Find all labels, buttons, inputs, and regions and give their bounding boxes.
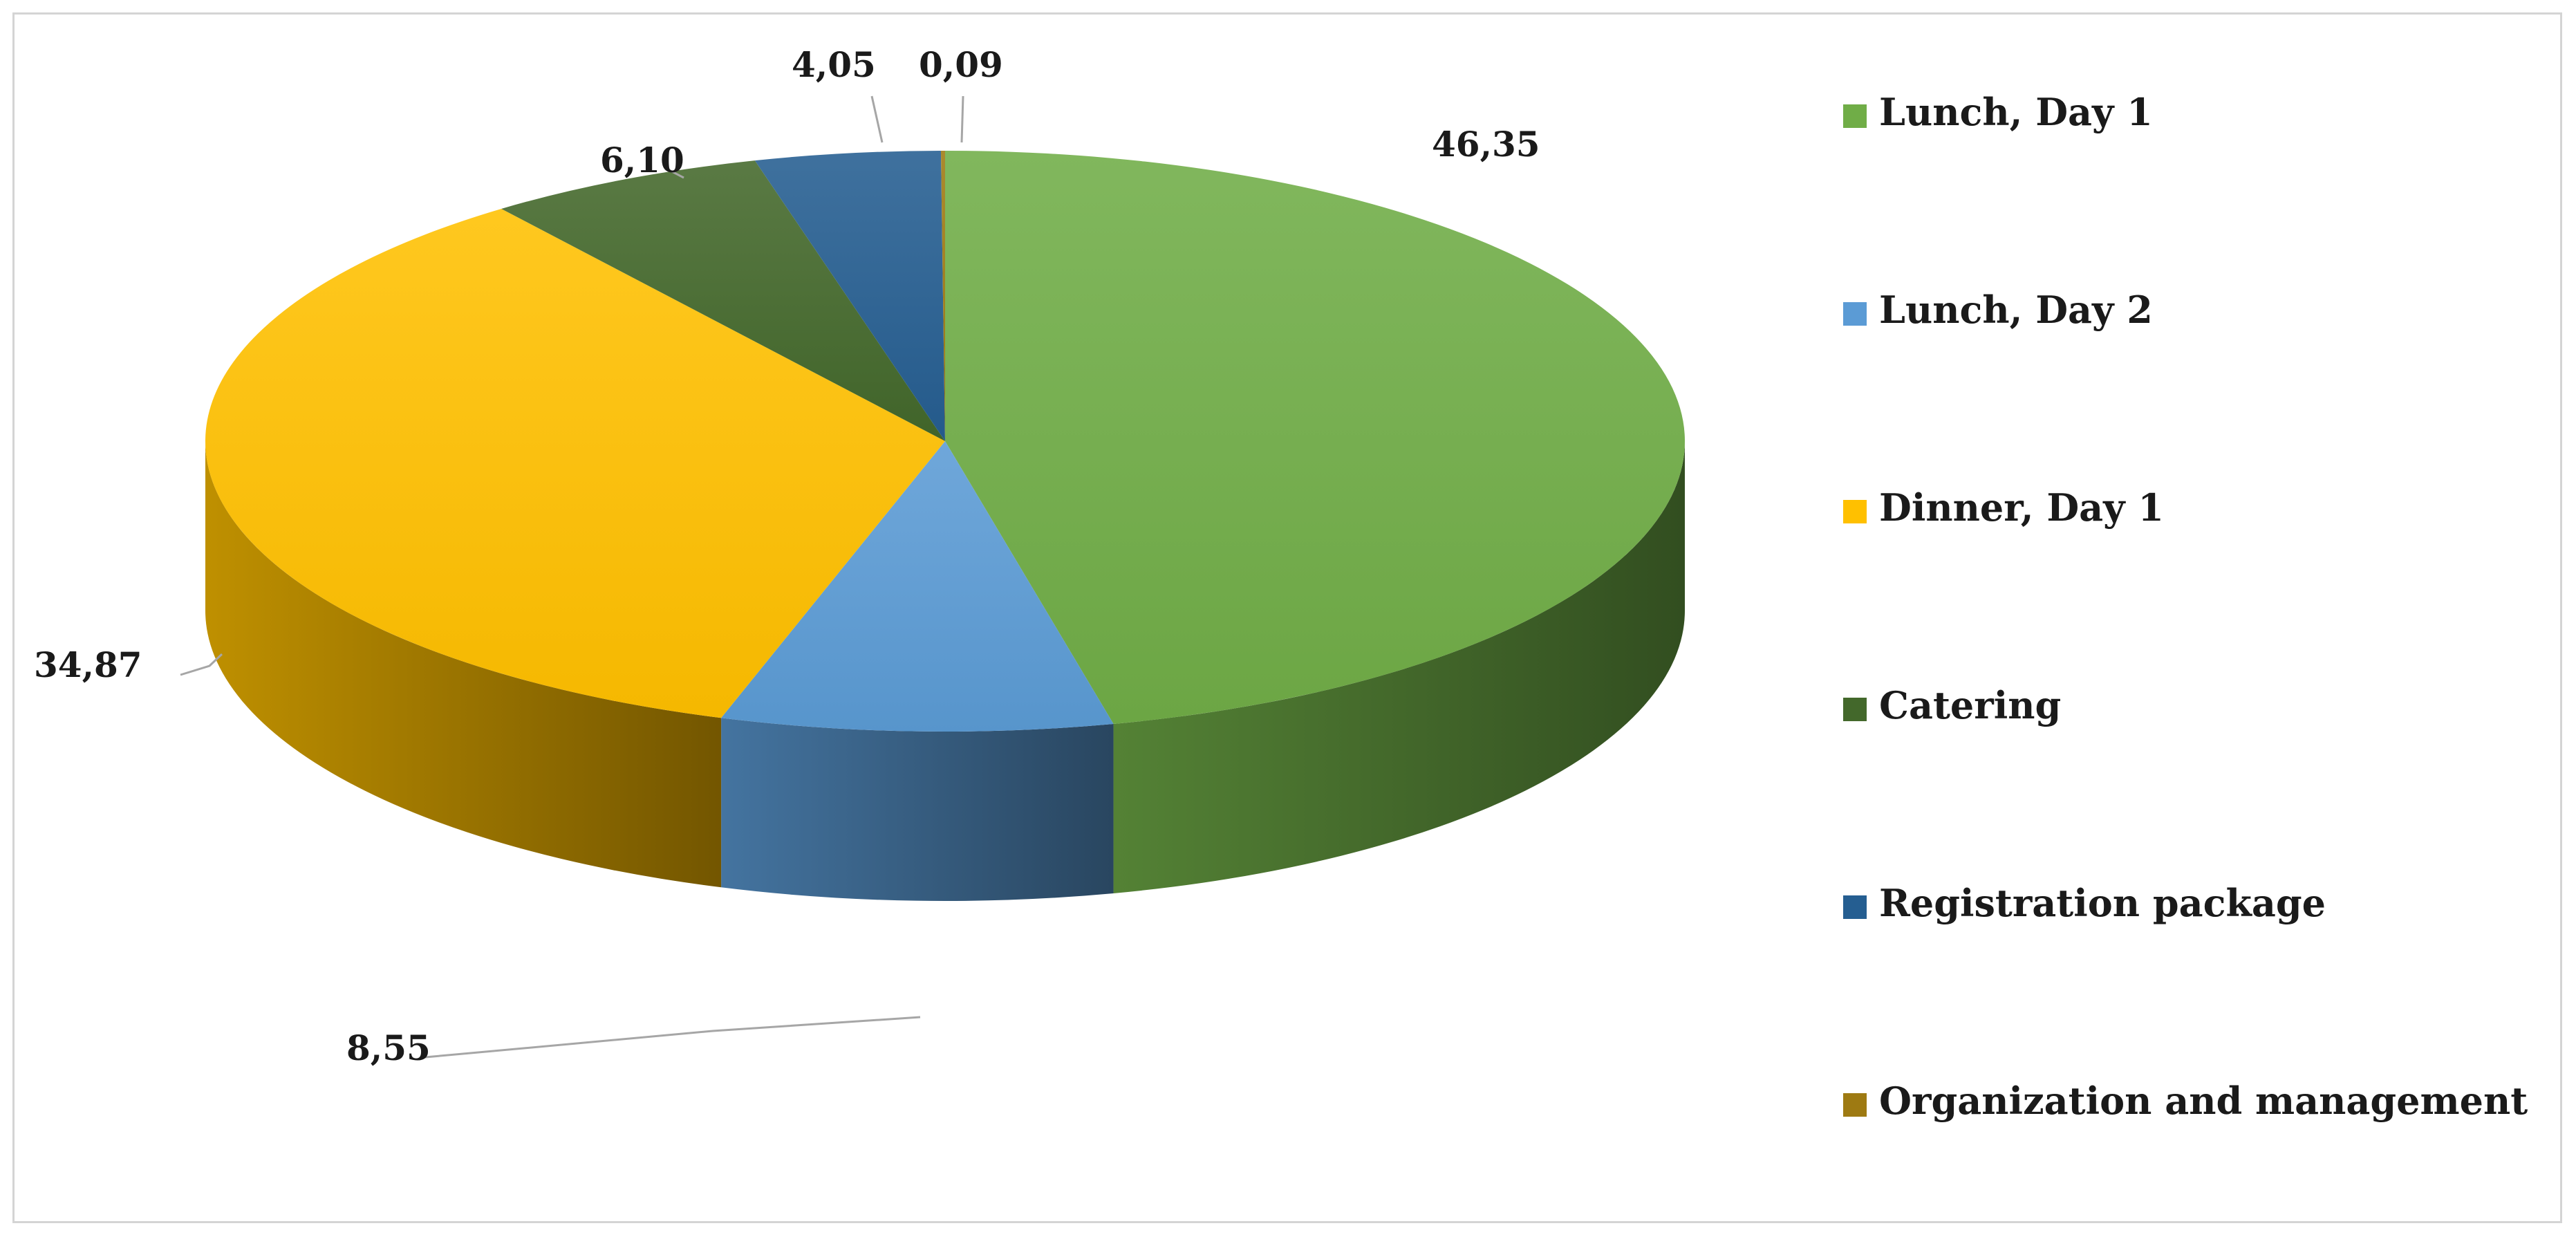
legend-label-3: Catering bbox=[1879, 683, 2061, 727]
data-label-4: 4,05 bbox=[792, 44, 876, 85]
legend-swatch-1 bbox=[1843, 302, 1867, 326]
leader-line-2 bbox=[180, 653, 223, 676]
leader-line-4 bbox=[870, 95, 884, 143]
legend-swatch-4 bbox=[1843, 895, 1867, 919]
slice-top-2 bbox=[205, 208, 946, 718]
slice-top-4 bbox=[754, 151, 945, 441]
legend-label-5: Organization and management bbox=[1879, 1079, 2528, 1123]
slice-top-0 bbox=[945, 151, 1686, 724]
legend-item-1: Lunch, Day 2 bbox=[1843, 288, 2153, 332]
legend-swatch-0 bbox=[1843, 104, 1867, 128]
slice-top-1 bbox=[721, 441, 1114, 732]
leader-line-1 bbox=[424, 1016, 921, 1059]
legend-label-4: Registration package bbox=[1879, 881, 2326, 925]
legend-swatch-3 bbox=[1843, 698, 1867, 721]
data-label-5: 0,09 bbox=[919, 44, 1003, 85]
data-labels-layer: 46,35 8,55 34,87 6,10 4,05 0,09 bbox=[34, 44, 1540, 1068]
legend-label-1: Lunch, Day 2 bbox=[1879, 288, 2153, 332]
legend-swatch-2 bbox=[1843, 500, 1867, 523]
slice-top-3 bbox=[501, 160, 945, 441]
data-label-2: 34,87 bbox=[34, 644, 142, 685]
legend-swatch-5 bbox=[1843, 1093, 1867, 1117]
slice-side-1 bbox=[721, 718, 1114, 902]
legend-item-2: Dinner, Day 1 bbox=[1843, 485, 2164, 530]
leader-line-3 bbox=[667, 168, 684, 179]
legend-item-4: Registration package bbox=[1843, 881, 2326, 925]
slices-layer bbox=[205, 151, 1686, 902]
slice-side-2 bbox=[205, 441, 722, 888]
legend-item-0: Lunch, Day 1 bbox=[1843, 90, 2153, 134]
slice-top-5 bbox=[940, 151, 945, 441]
legend-item-3: Catering bbox=[1843, 683, 2061, 727]
legend: Lunch, Day 1 Lunch, Day 2 Dinner, Day 1 Cat… bbox=[1843, 90, 2528, 1123]
data-label-0: 46,35 bbox=[1432, 124, 1540, 165]
legend-item-5: Organization and management bbox=[1843, 1079, 2528, 1123]
leader-line-5 bbox=[960, 95, 964, 143]
slice-side-0 bbox=[1113, 441, 1685, 893]
legend-label-2: Dinner, Day 1 bbox=[1879, 485, 2164, 530]
data-label-1: 8,55 bbox=[346, 1027, 431, 1068]
data-label-3: 6,10 bbox=[600, 140, 684, 180]
legend-label-0: Lunch, Day 1 bbox=[1879, 90, 2153, 134]
